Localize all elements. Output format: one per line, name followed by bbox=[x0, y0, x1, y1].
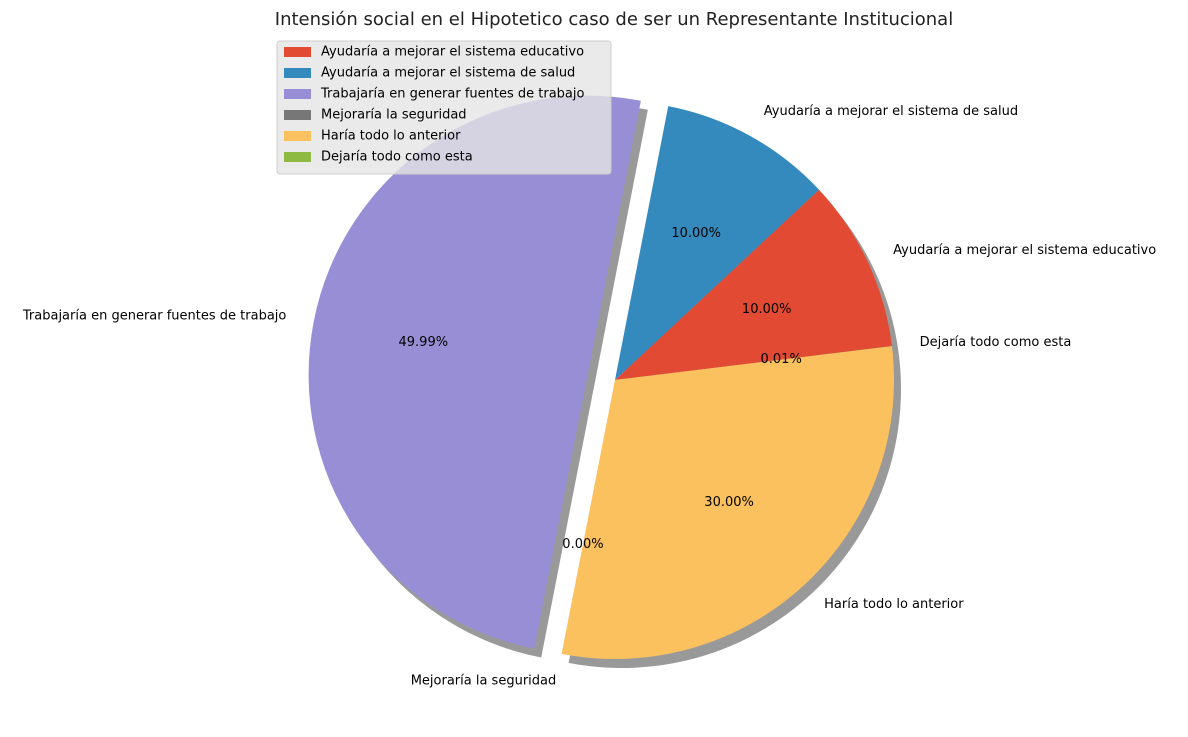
legend-swatch-dejaria-todo-como-esta bbox=[284, 152, 311, 162]
slice-percent-mejoraria-la-seguridad: 0.00% bbox=[562, 537, 603, 552]
legend-swatch-trabajaria-en-generar-fuentes-de-trabajo bbox=[284, 89, 311, 99]
legend-label-dejaria-todo-como-esta: Dejaría todo como esta bbox=[321, 150, 473, 165]
slice-label-mejoraria-la-seguridad: Mejoraría la seguridad bbox=[411, 674, 557, 689]
legend-swatch-ayudaria-a-mejorar-el-sistema-educativo bbox=[284, 47, 311, 57]
legend-label-mejoraria-la-seguridad: Mejoraría la seguridad bbox=[321, 108, 467, 123]
slice-label-haria-todo-lo-anterior: Haría todo lo anterior bbox=[824, 597, 964, 612]
slice-label-dejaria-todo-como-esta: Dejaría todo como esta bbox=[920, 335, 1072, 350]
slice-ayudaria-a-mejorar-el-sistema-de-salud bbox=[615, 106, 820, 381]
chart-title: Intensión social en el Hipotetico caso d… bbox=[275, 9, 953, 30]
slice-percent-trabajaria-en-generar-fuentes-de-trabajo: 49.99% bbox=[399, 335, 449, 350]
legend-swatch-mejoraria-la-seguridad bbox=[284, 110, 311, 120]
legend-swatch-ayudaria-a-mejorar-el-sistema-de-salud bbox=[284, 68, 311, 78]
legend-label-trabajaria-en-generar-fuentes-de-trabajo: Trabajaría en generar fuentes de trabajo bbox=[320, 87, 585, 102]
slice-label-trabajaria-en-generar-fuentes-de-trabajo: Trabajaría en generar fuentes de trabajo bbox=[22, 309, 287, 324]
slice-label-ayudaria-a-mejorar-el-sistema-educativo: Ayudaría a mejorar el sistema educativo bbox=[893, 243, 1156, 258]
slice-label-ayudaria-a-mejorar-el-sistema-de-salud: Ayudaría a mejorar el sistema de salud bbox=[764, 104, 1018, 119]
pie-slices bbox=[308, 95, 895, 659]
slice-percent-ayudaria-a-mejorar-el-sistema-educativo: 10.00% bbox=[742, 302, 792, 317]
legend-label-haria-todo-lo-anterior: Haría todo lo anterior bbox=[321, 129, 461, 144]
slice-labels: Ayudaría a mejorar el sistema educativo A… bbox=[22, 104, 1156, 689]
slice-dejaria-todo-como-esta bbox=[615, 345, 892, 380]
legend-swatch-haria-todo-lo-anterior bbox=[284, 131, 311, 141]
legend: Ayudaría a mejorar el sistema educativo A… bbox=[276, 40, 612, 175]
slice-ayudaria-a-mejorar-el-sistema-educativo bbox=[615, 189, 892, 380]
percentage-labels: 10.00% 10.00% 49.99% 0.00% 30.00% 0.01% bbox=[399, 226, 802, 552]
slice-percent-haria-todo-lo-anterior: 30.00% bbox=[704, 495, 754, 510]
slice-percent-ayudaria-a-mejorar-el-sistema-de-salud: 10.00% bbox=[671, 226, 721, 241]
legend-label-ayudaria-a-mejorar-el-sistema-de-salud: Ayudaría a mejorar el sistema de salud bbox=[321, 66, 575, 81]
slice-trabajaria-en-generar-fuentes-de-trabajo bbox=[308, 95, 641, 649]
legend-box bbox=[276, 40, 612, 175]
legend-label-ayudaria-a-mejorar-el-sistema-educativo: Ayudaría a mejorar el sistema educativo bbox=[321, 45, 584, 60]
slice-haria-todo-lo-anterior bbox=[561, 346, 895, 659]
slice-percent-dejaria-todo-como-esta: 0.01% bbox=[761, 352, 802, 367]
